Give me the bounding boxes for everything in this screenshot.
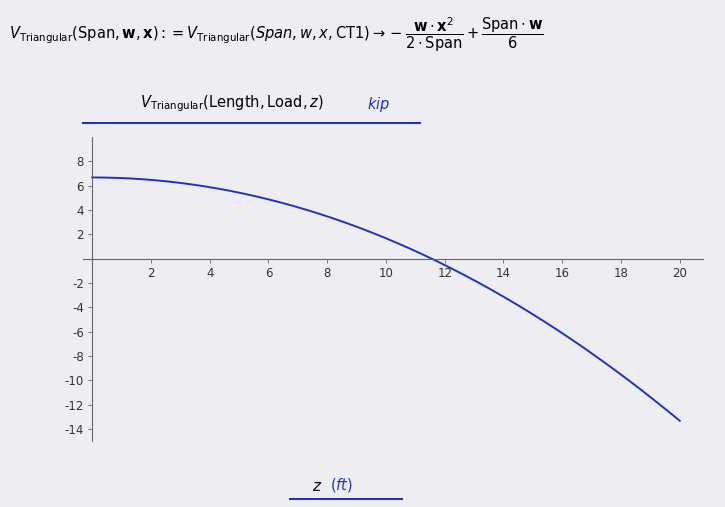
Text: $V_{\mathregular{Triangular}}\left(\mathregular{Span},\mathbf{w},\mathbf{x}\righ: $V_{\mathregular{Triangular}}\left(\math…	[9, 15, 544, 54]
Text: $\mathit{kip}$: $\mathit{kip}$	[362, 95, 391, 114]
Text: $z$: $z$	[312, 479, 323, 494]
Text: $\mathit{(ft)}$: $\mathit{(ft)}$	[330, 476, 353, 494]
Text: $V_{\mathregular{Triangular}}\left(\mathregular{Length},\mathregular{Load},z\rig: $V_{\mathregular{Triangular}}\left(\math…	[140, 93, 324, 114]
